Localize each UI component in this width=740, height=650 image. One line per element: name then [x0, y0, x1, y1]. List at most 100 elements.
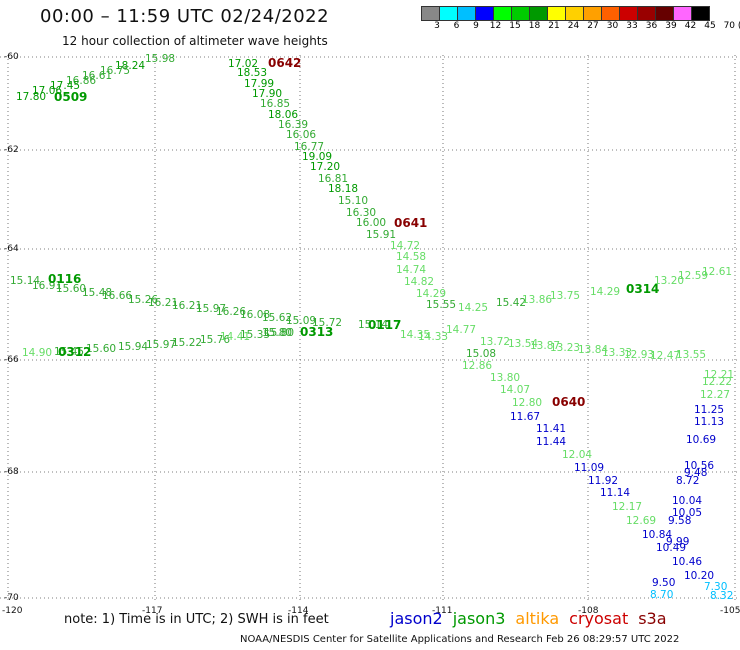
color-scale-label: 18 [528, 21, 541, 31]
wave-height-reading: 15.09 [286, 315, 317, 327]
wave-height-reading: 12.27 [700, 389, 731, 401]
wave-height-reading: 12.22 [702, 376, 733, 388]
wave-height-reading: 16.85 [260, 98, 291, 110]
latitude-label: -66 [4, 355, 19, 365]
wave-height-reading: 18.53 [237, 67, 268, 79]
color-scale-label: 36 [645, 21, 658, 31]
wave-height-reading: 9.58 [668, 515, 692, 527]
wave-height-reading: 13.23 [550, 342, 581, 354]
wave-height-reading: 13.20 [654, 275, 685, 287]
color-scale-swatch [619, 6, 638, 21]
wave-height-reading: 12.17 [612, 501, 643, 513]
wave-height-reading: 14.25 [458, 302, 489, 314]
longitude-label: -120 [2, 606, 23, 616]
wave-height-reading: 11.25 [694, 404, 725, 416]
wave-height-reading: 13.75 [550, 290, 581, 302]
wave-height-reading: 12.21 [704, 369, 735, 381]
wave-height-reading: 15.97 [146, 339, 177, 351]
wave-height-reading: 16.08 [240, 309, 271, 321]
satellite-legend-jason2: jason2 [390, 609, 443, 628]
wave-height-reading: 14.29 [590, 286, 621, 298]
wave-height-reading: 15.14 [358, 319, 389, 331]
wave-height-reading: 15.14 [10, 275, 41, 287]
color-scale-swatch [673, 6, 692, 21]
wave-height-reading: 13.33 [602, 347, 633, 359]
pass-time-label: 0313 [300, 325, 334, 339]
wave-height-reading: 16.81 [318, 173, 349, 185]
wave-height-reading: 13.54 [508, 338, 539, 350]
wave-height-reading: 16.00 [356, 217, 387, 229]
wave-height-reading: 16.06 [286, 129, 317, 141]
wave-height-reading: 11.67 [510, 411, 541, 423]
longitude-label: -105 [720, 606, 740, 616]
color-scale [421, 6, 710, 21]
wave-height-reading: 14.33 [418, 331, 449, 343]
wave-height-reading: 15.22 [172, 337, 203, 349]
wave-height-reading: 10.84 [642, 529, 673, 541]
wave-height-reading: 13.86 [522, 294, 553, 306]
color-scale-label: 15 [509, 21, 521, 31]
wave-height-reading: 12.93 [624, 349, 655, 361]
wave-height-reading: 15.76 [200, 334, 231, 346]
wave-height-reading: 16.77 [294, 141, 325, 153]
wave-height-reading: 15.26 [128, 294, 159, 306]
pass-time-label: 0640 [552, 395, 586, 409]
color-scale-label: 33 [626, 21, 638, 31]
longitude-label: -111 [432, 606, 453, 616]
wave-height-reading: 14.07 [500, 384, 531, 396]
wave-height-reading: 10.69 [686, 434, 717, 446]
longitude-label: -117 [142, 606, 163, 616]
wave-height-reading: 14.29 [416, 288, 447, 300]
wave-height-reading: 18.24 [115, 60, 146, 72]
wave-height-reading: 14.82 [404, 276, 435, 288]
satellite-legend-jason3: jason3 [452, 609, 506, 628]
wave-height-reading: 10.49 [656, 542, 687, 554]
wave-height-reading: 11.41 [536, 423, 567, 435]
wave-height-reading: 9.99 [666, 536, 690, 548]
satellite-legend-cryosat: cryosat [569, 609, 629, 628]
color-scale-label: 27 [587, 21, 599, 31]
pass-time-label: 0314 [626, 282, 660, 296]
color-scale-swatch [511, 6, 530, 21]
wave-height-reading: 17.06 [32, 85, 63, 97]
wave-height-reading: 11.92 [588, 475, 619, 487]
wave-height-reading: 16.30 [346, 207, 377, 219]
wave-height-reading: 13.87 [530, 340, 561, 352]
wave-height-reading: 15.45 [54, 346, 85, 358]
credit-line: NOAA/NESDIS Center for Satellite Applica… [240, 634, 680, 645]
color-scale-swatch [439, 6, 458, 21]
color-scale-label: 21 [548, 21, 560, 31]
wave-height-reading: 17.90 [252, 88, 283, 100]
wave-height-reading: 18.18 [328, 183, 359, 195]
wave-height-reading: 16.86 [66, 75, 97, 87]
wave-height-reading: 16.21 [172, 300, 203, 312]
wave-height-reading: 15.80 [264, 327, 295, 339]
wave-height-reading: 12.80 [512, 397, 543, 409]
wave-height-reading: 16.75 [100, 65, 131, 77]
wave-height-reading: 10.20 [684, 570, 715, 582]
wave-height-reading: 15.91 [366, 229, 397, 241]
color-scale-label: 6 [453, 21, 460, 31]
color-scale-label: 24 [567, 21, 580, 31]
wave-height-reading: 15.80 [262, 327, 293, 339]
wave-height-reading: 17.80 [16, 91, 47, 103]
map-subtitle: 12 hour collection of altimeter wave hei… [62, 34, 328, 48]
latitude-label: -70 [4, 593, 19, 603]
color-scale-swatch [565, 6, 584, 21]
pass-time-label: 0312 [58, 345, 92, 359]
wave-height-reading: 13.72 [480, 336, 511, 348]
wave-height-reading: 14.58 [396, 251, 427, 263]
wave-height-reading: 12.47 [650, 350, 681, 362]
color-scale-label: 42 [684, 21, 697, 31]
color-scale-label: 70 (ft) [723, 21, 740, 31]
wave-height-reading: 14.90 [22, 347, 53, 359]
wave-height-reading: 15.62 [262, 312, 293, 324]
wave-height-reading: 15.42 [496, 297, 527, 309]
wave-height-reading: 14.72 [390, 240, 421, 252]
color-scale-swatch [529, 6, 548, 21]
latitude-label: -60 [4, 52, 19, 62]
wave-height-reading: 15.55 [426, 299, 457, 311]
wave-height-reading: 18.06 [268, 109, 299, 121]
wave-height-reading: 17.20 [310, 161, 341, 173]
